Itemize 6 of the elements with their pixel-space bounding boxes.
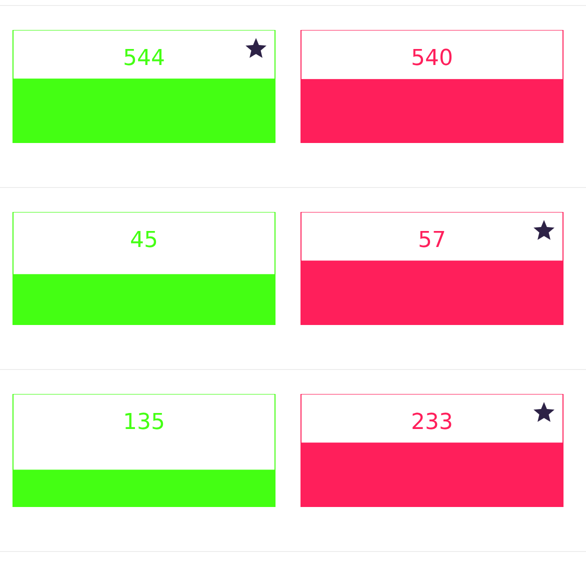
data-label: 135 <box>123 410 165 435</box>
data-label: 233 <box>411 410 453 435</box>
data-label: 540 <box>411 46 453 71</box>
data-label: 544 <box>123 46 165 71</box>
data-label: 57 <box>418 228 446 253</box>
data-label: 45 <box>130 228 158 253</box>
